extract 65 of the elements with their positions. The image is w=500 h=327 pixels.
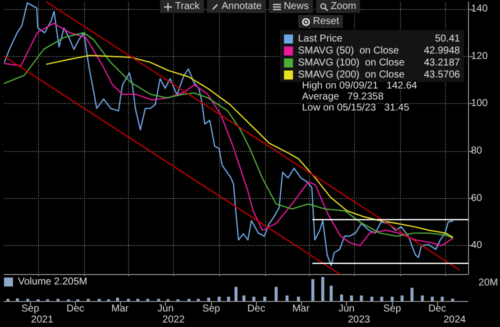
x-tick-label: Sep [21,304,40,314]
annotation: 2.205M [54,276,88,288]
bar [16,298,19,301]
annotation: 43.2187 [424,58,460,68]
bar [321,277,324,301]
bar [360,295,363,301]
x-tick-label: Mar [111,304,130,314]
bar [440,296,444,301]
annotation: Low on 05/15/23 31.45 [302,102,410,114]
annotation: Reset [313,15,340,28]
bar [380,296,384,301]
bar [370,296,374,301]
bar [420,295,424,301]
annotation: News [284,0,309,13]
y-tick-label: 60 [471,192,483,204]
bar [218,296,221,301]
bar [311,279,314,301]
x-tick-label: Sep [202,304,221,314]
legend-label: Last Price [298,34,343,44]
bar [296,296,300,301]
legend-label: SMAVG (50) on Close [298,46,400,56]
x2-tick-label: 2022 [162,314,186,326]
x-tick-label: Dec [66,304,84,314]
x2-tick-label: 2021 [31,314,54,326]
x2-tick-label: 2023 [348,314,370,326]
y-tick-label: 100 [471,98,488,110]
bar [116,298,120,301]
y-tick-label: 140 [471,4,488,15]
annotation: 43.5706 [424,70,460,80]
y-tick-label: 120 [471,50,488,62]
bar [227,296,230,301]
legend-label: SMAVG (200) on Close [298,70,405,80]
bar [410,288,414,301]
bar [430,296,434,301]
bar [207,298,210,301]
x-tick-label: Mar [292,304,310,314]
annotation: 50.41 [434,34,460,44]
bar [390,296,394,301]
legend-label: SMAVG (100) on Close [298,58,405,68]
x-tick-label: Jun [158,304,174,314]
annotation: Zoom [330,0,356,13]
x-tick-label: Dec [247,304,266,314]
annotation: High on 09/09/21 142.64 [302,80,418,92]
bar [242,295,246,301]
bar [274,286,278,301]
bar [330,286,333,301]
x-tick-label: Sep [383,304,402,314]
y-tick-label: 40 [471,240,483,252]
legend-label: Volume [18,276,52,288]
annotation: Average 79.2358 [302,92,384,102]
x-tick-label: Jun [338,304,355,314]
x2-tick-label: 2024 [443,314,466,326]
y-tick-label: 80 [471,146,483,157]
annotation: Annotate [222,0,262,13]
bar [252,296,256,301]
bar [340,294,344,301]
bar [350,295,354,301]
x-tick-label: Dec [428,304,446,314]
text: 20M [478,278,498,288]
annotation: 42.9948 [424,46,460,56]
bar [263,296,266,301]
bar [234,286,238,301]
annotation: Track [175,0,200,13]
bar [400,295,404,301]
bar [286,295,289,301]
